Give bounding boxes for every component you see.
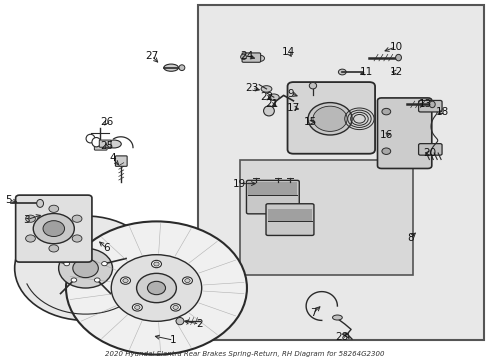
Ellipse shape bbox=[240, 54, 246, 59]
Circle shape bbox=[184, 279, 190, 283]
FancyBboxPatch shape bbox=[287, 82, 374, 154]
Circle shape bbox=[307, 103, 351, 135]
Ellipse shape bbox=[86, 134, 95, 143]
FancyBboxPatch shape bbox=[377, 98, 431, 168]
FancyBboxPatch shape bbox=[246, 180, 299, 214]
Circle shape bbox=[49, 245, 59, 252]
Ellipse shape bbox=[338, 69, 346, 75]
FancyBboxPatch shape bbox=[16, 195, 92, 262]
Ellipse shape bbox=[263, 106, 274, 116]
Circle shape bbox=[151, 260, 161, 268]
Text: 20: 20 bbox=[422, 148, 435, 158]
Circle shape bbox=[182, 277, 192, 284]
Circle shape bbox=[66, 221, 246, 355]
Ellipse shape bbox=[268, 94, 279, 100]
Circle shape bbox=[102, 262, 107, 266]
Bar bbox=[239, 160, 412, 275]
Text: 26: 26 bbox=[100, 117, 113, 127]
Bar bbox=[267, 209, 311, 221]
Text: 28: 28 bbox=[335, 332, 348, 342]
Text: 9: 9 bbox=[287, 89, 294, 99]
Circle shape bbox=[82, 252, 88, 256]
Ellipse shape bbox=[37, 199, 43, 207]
Ellipse shape bbox=[308, 82, 316, 89]
FancyBboxPatch shape bbox=[242, 53, 260, 62]
Text: 7: 7 bbox=[309, 308, 316, 318]
Text: 11: 11 bbox=[359, 67, 373, 77]
Text: 23: 23 bbox=[244, 83, 258, 93]
Text: 27: 27 bbox=[144, 51, 158, 61]
FancyBboxPatch shape bbox=[99, 140, 111, 147]
Ellipse shape bbox=[395, 54, 401, 61]
Circle shape bbox=[25, 235, 35, 242]
Text: 19: 19 bbox=[232, 179, 246, 189]
Circle shape bbox=[43, 221, 64, 237]
Circle shape bbox=[15, 216, 156, 320]
FancyBboxPatch shape bbox=[265, 204, 313, 235]
Text: 8: 8 bbox=[407, 233, 413, 243]
Ellipse shape bbox=[92, 138, 101, 147]
Text: 2020 Hyundai Elantra Rear Brakes Spring-Return, RH Diagram for 58264G2300: 2020 Hyundai Elantra Rear Brakes Spring-… bbox=[104, 351, 384, 356]
Circle shape bbox=[111, 255, 201, 321]
FancyBboxPatch shape bbox=[418, 100, 441, 112]
Ellipse shape bbox=[381, 148, 390, 154]
Text: 17: 17 bbox=[286, 103, 300, 113]
Circle shape bbox=[59, 248, 112, 288]
Text: 4: 4 bbox=[109, 153, 116, 163]
Bar bbox=[198, 5, 483, 340]
Ellipse shape bbox=[428, 101, 434, 108]
Circle shape bbox=[122, 279, 128, 283]
Text: 16: 16 bbox=[379, 130, 392, 140]
Ellipse shape bbox=[332, 315, 342, 320]
Ellipse shape bbox=[179, 65, 184, 71]
Ellipse shape bbox=[253, 55, 264, 62]
Text: 3: 3 bbox=[23, 215, 30, 225]
Text: 25: 25 bbox=[100, 141, 113, 151]
Circle shape bbox=[72, 235, 82, 242]
FancyBboxPatch shape bbox=[115, 156, 127, 166]
Circle shape bbox=[120, 277, 130, 284]
Text: 12: 12 bbox=[388, 67, 402, 77]
Circle shape bbox=[134, 305, 140, 309]
Ellipse shape bbox=[163, 64, 178, 71]
Text: 13: 13 bbox=[418, 99, 431, 109]
Circle shape bbox=[94, 278, 100, 282]
Circle shape bbox=[71, 278, 77, 282]
Circle shape bbox=[312, 106, 346, 131]
FancyBboxPatch shape bbox=[418, 144, 441, 155]
Circle shape bbox=[25, 215, 35, 222]
Circle shape bbox=[72, 215, 82, 222]
Bar bbox=[248, 182, 297, 195]
Text: 18: 18 bbox=[435, 107, 448, 117]
Ellipse shape bbox=[261, 86, 271, 92]
Ellipse shape bbox=[381, 108, 390, 115]
Text: 10: 10 bbox=[389, 42, 402, 52]
Text: 1: 1 bbox=[170, 335, 177, 345]
Circle shape bbox=[64, 262, 69, 266]
Text: 24: 24 bbox=[240, 51, 253, 61]
Circle shape bbox=[173, 305, 178, 309]
Text: 22: 22 bbox=[259, 92, 273, 102]
FancyBboxPatch shape bbox=[94, 142, 107, 150]
Circle shape bbox=[147, 282, 165, 294]
Text: 2: 2 bbox=[196, 319, 203, 329]
Circle shape bbox=[33, 213, 74, 244]
Ellipse shape bbox=[106, 140, 121, 148]
Text: 14: 14 bbox=[281, 47, 295, 57]
Text: 6: 6 bbox=[103, 243, 110, 253]
Ellipse shape bbox=[176, 318, 183, 325]
Text: 5: 5 bbox=[5, 195, 12, 205]
Text: 21: 21 bbox=[264, 99, 278, 109]
Circle shape bbox=[153, 262, 159, 266]
Circle shape bbox=[49, 205, 59, 212]
Text: 15: 15 bbox=[303, 117, 317, 127]
Circle shape bbox=[170, 304, 180, 311]
Circle shape bbox=[132, 304, 142, 311]
Circle shape bbox=[73, 259, 98, 278]
Circle shape bbox=[136, 273, 176, 303]
